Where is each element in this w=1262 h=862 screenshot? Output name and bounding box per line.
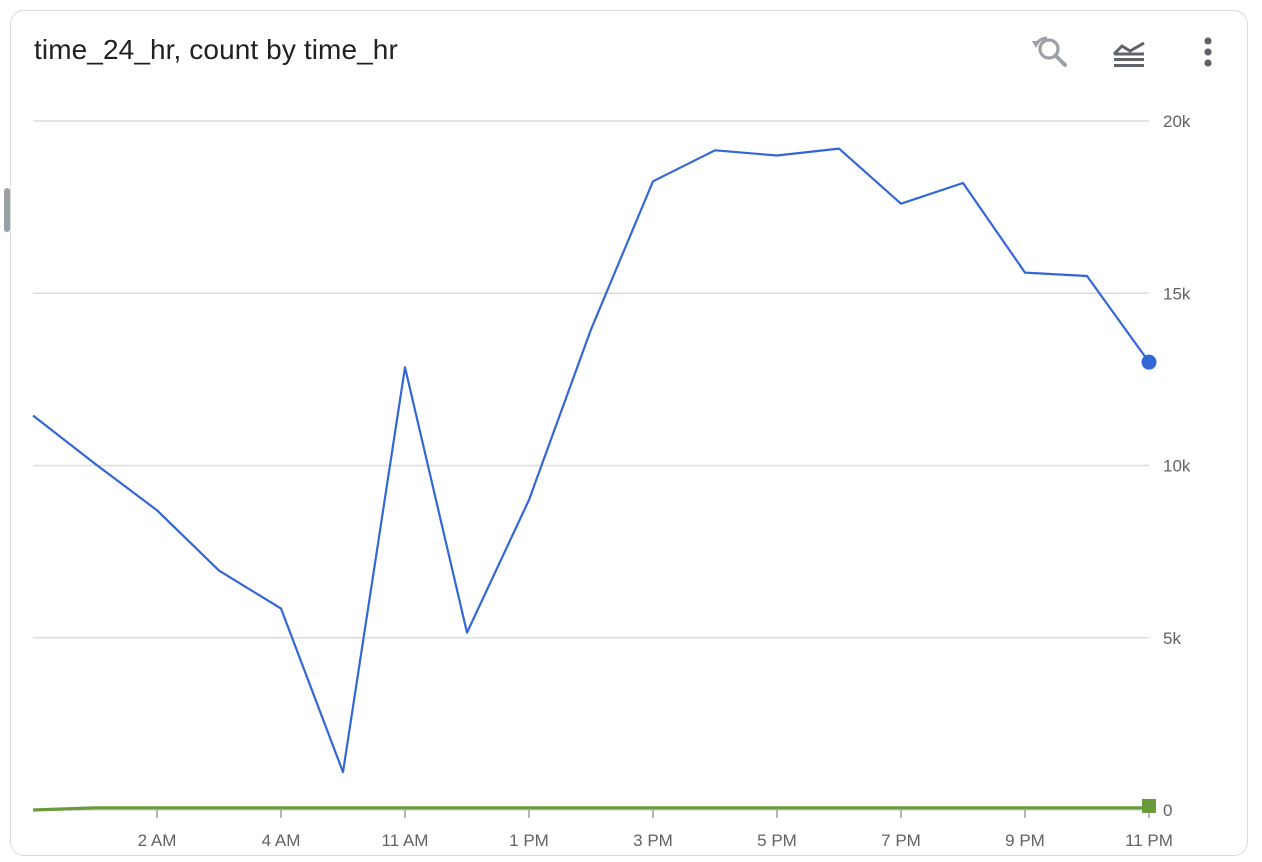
series-point-last [1141,354,1157,370]
x-tick-label: 4 AM [262,831,301,850]
legend-toggle-button[interactable] [1104,28,1152,76]
chart-card [10,10,1248,856]
x-tick-label: 7 PM [881,831,921,850]
x-tick-label: 11 AM [382,831,429,850]
series-point-last [1142,798,1156,813]
series-line-count [32,147,1150,774]
x-tick-label: 3 PM [633,831,673,850]
more-options-button[interactable] [1184,28,1232,76]
chart-title: time_24_hr, count by time_hr [34,34,398,65]
x-tick-label: 9 PM [1005,831,1045,850]
resize-handle[interactable] [4,188,10,232]
more-vert-icon [1204,37,1212,67]
legend-toggle-icon [1112,41,1145,67]
y-tick-label: 20k [1163,112,1191,131]
zoom-reset-button[interactable] [1024,28,1072,76]
x-tick-label: 5 PM [757,831,797,850]
x-tick-label: 11 PM [1125,831,1173,850]
zoom-reset-icon [1032,36,1067,67]
x-tick-label: 2 AM [138,831,177,850]
series-line-flat [32,806,1149,812]
y-tick-label: 15k [1163,284,1191,303]
y-tick-label: 5k [1163,629,1181,648]
y-tick-label: 0 [1163,801,1172,820]
x-tick-label: 1 PM [509,831,549,850]
y-tick-label: 10k [1163,457,1191,476]
